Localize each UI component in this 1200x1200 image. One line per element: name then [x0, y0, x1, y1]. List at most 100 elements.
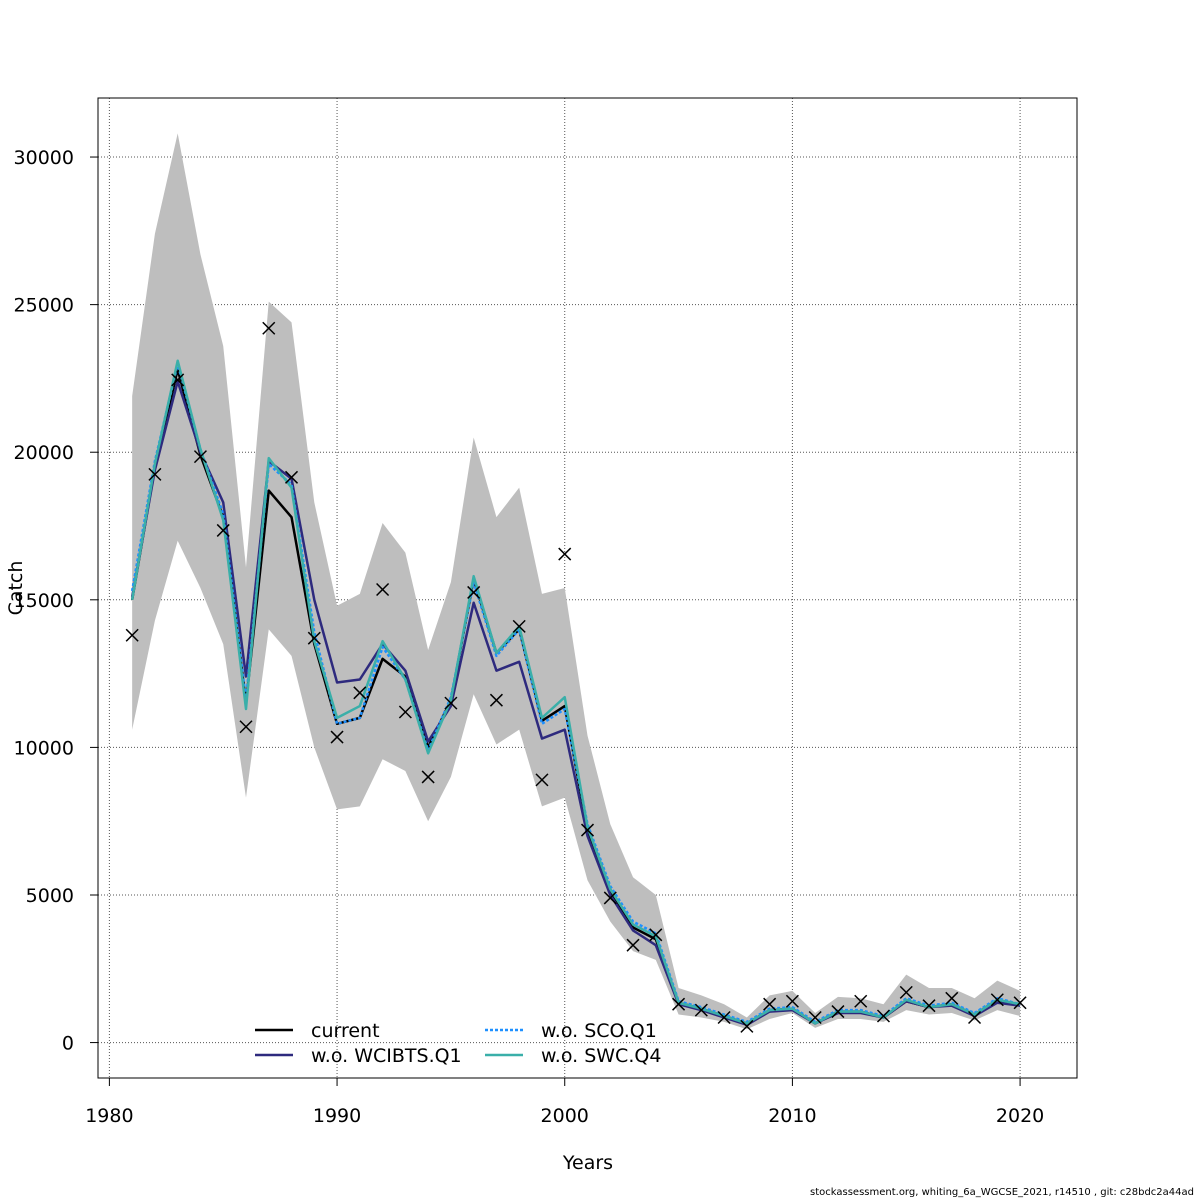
observation-point-2014: [876, 1009, 891, 1023]
observation-stroke-b: [239, 720, 253, 734]
observation-stroke-b: [876, 1009, 891, 1023]
series-line-3: [130, 359, 1021, 1025]
observation-stroke-b: [1013, 996, 1027, 1010]
series-lines: [130, 359, 1021, 1027]
legend-item-3: w.o. SWC.Q4: [485, 1045, 661, 1067]
observation-point-2001: [580, 823, 595, 837]
observation-point-1984: [193, 450, 207, 464]
observation-point-2020: [1013, 996, 1027, 1010]
observation-stroke-b: [672, 997, 686, 1011]
observation-stroke-b: [603, 891, 617, 905]
observation-stroke-b: [421, 770, 435, 784]
observation-markers: [125, 321, 1027, 1033]
confidence-band-area: [132, 133, 1021, 1030]
observation-stroke-b: [353, 686, 367, 700]
observation-stroke-b: [649, 928, 663, 942]
observation-point-1996: [467, 585, 481, 599]
observation-point-2007: [717, 1010, 731, 1025]
observation-point-2011: [808, 1010, 822, 1025]
observation-stroke-b: [216, 523, 230, 537]
observation-point-1983: [171, 373, 185, 387]
observation-point-1990: [330, 730, 344, 744]
observation-stroke-b: [535, 773, 549, 787]
observation-stroke-b: [512, 619, 526, 633]
observation-stroke-b: [694, 1003, 708, 1017]
observation-point-2008: [740, 1019, 754, 1033]
observation-point-1993: [398, 705, 412, 719]
observation-point-2002: [603, 891, 617, 905]
observation-point-1982: [148, 467, 162, 481]
observation-point-2013: [854, 994, 868, 1008]
legend-item-0: current: [255, 1020, 380, 1042]
observation-point-2010: [785, 994, 799, 1008]
x-axis-title: Years: [562, 1152, 613, 1174]
observation-stroke-b: [968, 1010, 982, 1025]
observation-stroke-b: [785, 994, 799, 1008]
observation-point-2000: [558, 547, 572, 561]
y-tick-label-20000: 20000: [14, 442, 74, 464]
legend-item-1: w.o. WCIBTS.Q1: [255, 1045, 462, 1067]
observation-stroke-b: [284, 470, 299, 484]
observation-point-2004: [649, 928, 663, 942]
observation-point-2016: [922, 999, 936, 1013]
observation-point-1985: [216, 523, 230, 537]
observation-point-1997: [489, 693, 503, 707]
observation-stroke-b: [922, 999, 936, 1013]
observation-point-2005: [672, 997, 686, 1011]
observation-stroke-b: [763, 997, 777, 1011]
observation-stroke-b: [945, 991, 959, 1005]
observation-stroke-b: [262, 321, 276, 335]
axes: 1980 1990 2000 2010 2020 0 5000 10000 15000 20000…: [14, 147, 1045, 1127]
y-axis-title: Catch: [5, 561, 27, 616]
observation-stroke-b: [489, 693, 503, 707]
observation-point-2003: [626, 938, 640, 952]
observation-point-2012: [831, 1005, 845, 1019]
legend: current w.o. WCIBTS.Q1 w.o. SCO.Q1 w.o. SWC…: [255, 1020, 661, 1067]
legend-label-0: current: [311, 1020, 380, 1042]
observation-stroke-b: [330, 730, 344, 744]
observation-stroke-b: [307, 631, 321, 645]
x-tick-label-2000: 2000: [541, 1105, 589, 1127]
y-tick-label-5000: 5000: [26, 885, 74, 907]
observation-stroke-b: [398, 705, 412, 719]
legend-item-2: w.o. SCO.Q1: [485, 1020, 657, 1042]
legend-label-3: w.o. SWC.Q4: [541, 1045, 661, 1067]
observation-point-1995: [444, 696, 458, 710]
observation-stroke-b: [808, 1010, 822, 1025]
observation-stroke-b: [171, 373, 185, 387]
observation-point-1981: [125, 628, 139, 642]
observation-point-2015: [899, 985, 913, 999]
observation-point-1986: [239, 720, 253, 734]
observation-point-1988: [284, 470, 299, 484]
observation-point-2006: [694, 1003, 708, 1017]
x-tick-label-2020: 2020: [996, 1105, 1044, 1127]
observation-point-1989: [307, 631, 321, 645]
observation-point-2018: [968, 1010, 982, 1025]
y-tick-label-30000: 30000: [14, 147, 74, 169]
legend-label-2: w.o. SCO.Q1: [541, 1020, 657, 1042]
observation-stroke-b: [740, 1019, 754, 1033]
confidence-band: [132, 133, 1021, 1030]
legend-label-1: w.o. WCIBTS.Q1: [311, 1045, 462, 1067]
y-tick-label-25000: 25000: [14, 295, 74, 317]
observation-stroke-b: [831, 1005, 845, 1019]
observation-stroke-b: [444, 696, 458, 710]
observation-stroke-b: [580, 823, 595, 837]
observation-stroke-b: [899, 985, 913, 999]
observation-point-2019: [990, 993, 1004, 1007]
y-tick-label-0: 0: [62, 1033, 74, 1055]
observation-stroke-b: [125, 628, 139, 642]
observation-stroke-b: [193, 450, 207, 464]
y-tick-label-10000: 10000: [14, 737, 74, 759]
observation-stroke-b: [558, 547, 572, 561]
observation-stroke-b: [854, 994, 868, 1008]
x-tick-label-1980: 1980: [85, 1105, 133, 1127]
footer-caption: stockassessment.org, whiting_6a_WGCSE_20…: [810, 1187, 1194, 1198]
plot-frame: [97, 97, 1078, 1079]
observation-stroke-b: [376, 582, 390, 597]
observation-point-2009: [763, 997, 777, 1011]
observation-point-1999: [535, 773, 549, 787]
observation-stroke-b: [626, 938, 640, 952]
observation-point-1994: [421, 770, 435, 784]
